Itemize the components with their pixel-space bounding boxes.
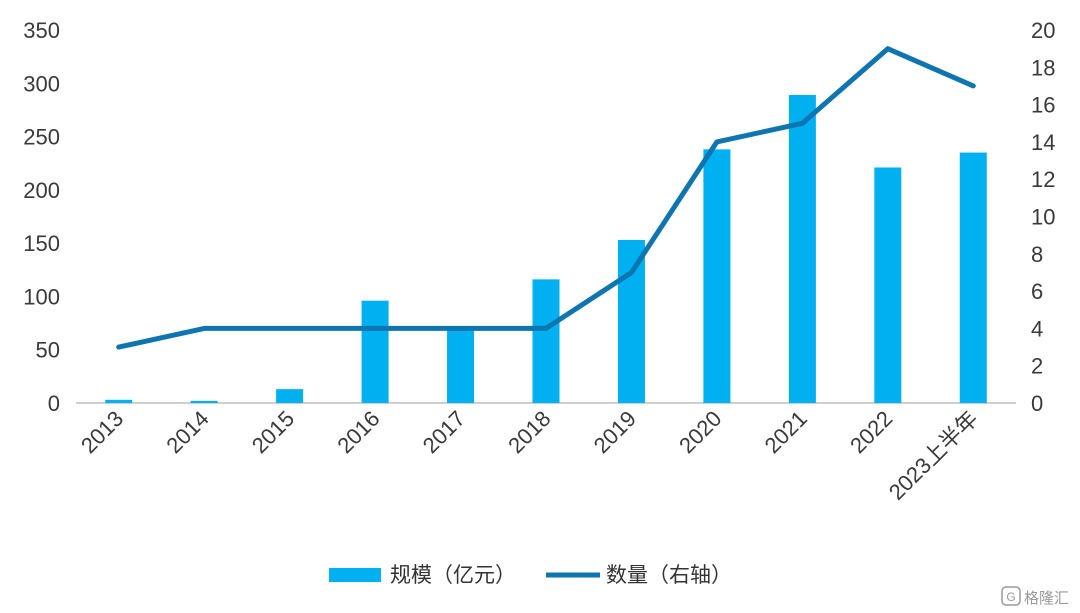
right-y-tick-label: 16 [1031, 93, 1055, 118]
right-y-tick-label: 2 [1031, 354, 1043, 379]
left-y-tick-label: 200 [23, 178, 60, 203]
x-tick-label: 2020 [674, 406, 726, 458]
x-tick-label: 2014 [161, 406, 213, 458]
right-y-tick-label: 10 [1031, 205, 1055, 230]
left-y-axis: 0 50 100 150 200 250 300 350 [23, 18, 60, 416]
right-y-tick-label: 12 [1031, 167, 1055, 192]
right-y-tick-label: 4 [1031, 316, 1043, 341]
x-tick-label: 2018 [503, 406, 555, 458]
x-tick-label: 2022 [845, 406, 897, 458]
legend-bar-swatch [329, 568, 381, 582]
bar [361, 300, 389, 403]
legend-line-label: 数量（右轴） [606, 563, 732, 587]
x-tick-label: 2019 [589, 406, 641, 458]
line-series [116, 46, 976, 350]
x-axis: 2013 2014 2015 2016 2017 2018 2019 2020 2021 2022… [76, 406, 983, 505]
bar [190, 400, 218, 403]
x-tick-label: 2016 [332, 406, 384, 458]
left-y-tick-label: 150 [23, 231, 60, 256]
bar [874, 167, 902, 403]
left-y-tick-label: 250 [23, 125, 60, 150]
right-y-tick-label: 0 [1031, 391, 1043, 416]
bar [276, 389, 304, 403]
gelonghui-logo-glyph: G [1006, 590, 1015, 604]
x-tick-label: 2013 [76, 406, 128, 458]
bar [532, 279, 560, 403]
left-y-tick-label: 350 [23, 18, 60, 43]
left-y-tick-label: 50 [36, 338, 60, 363]
x-tick-label: 2015 [247, 406, 299, 458]
bar [105, 399, 133, 403]
series-line [116, 46, 976, 350]
gelonghui-logo-icon [1001, 586, 1021, 606]
x-tick-label: 2021 [760, 406, 812, 458]
bar [959, 152, 987, 403]
right-y-tick-label: 8 [1031, 242, 1043, 267]
x-tick-label: 2023上半年 [884, 406, 983, 505]
right-y-tick-label: 20 [1031, 18, 1055, 43]
legend: 规模（亿元） 数量（右轴） [329, 563, 732, 587]
bar [788, 95, 816, 403]
left-y-tick-label: 300 [23, 71, 60, 96]
watermark-text: 格隆汇 [1024, 589, 1069, 607]
right-y-tick-label: 18 [1031, 55, 1055, 80]
left-y-tick-label: 0 [48, 391, 60, 416]
right-y-axis: 0 2 4 6 8 10 12 14 16 18 20 [1031, 18, 1055, 416]
bar [703, 149, 731, 403]
right-y-tick-label: 6 [1031, 279, 1043, 304]
x-tick-label: 2017 [418, 406, 470, 458]
legend-bar-label: 规模（亿元） [390, 563, 516, 587]
watermark: G 格隆汇 [1001, 586, 1069, 607]
bar-series [105, 95, 987, 403]
bar [447, 326, 475, 403]
right-y-tick-label: 14 [1031, 130, 1055, 155]
left-y-tick-label: 100 [23, 284, 60, 309]
bar [617, 239, 645, 403]
